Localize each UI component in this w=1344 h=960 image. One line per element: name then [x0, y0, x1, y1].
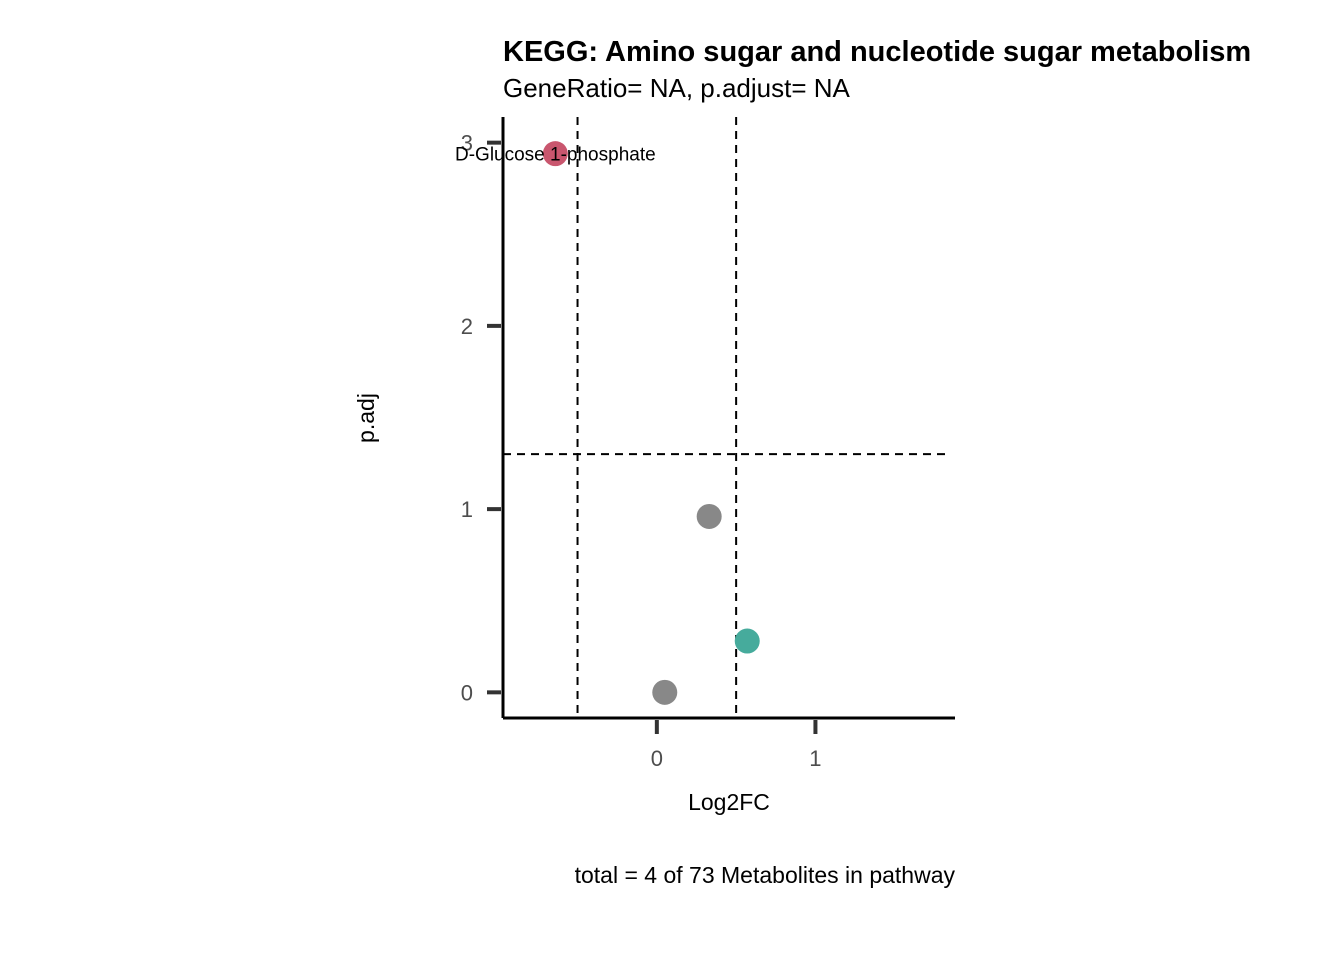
- y-tick-label: 3: [461, 131, 473, 156]
- y-axis-title: p.adj: [353, 393, 379, 443]
- y-tick-label: 2: [461, 314, 473, 339]
- data-point-neutral: [652, 679, 678, 705]
- x-axis-title: Log2FC: [688, 789, 770, 815]
- chart-caption: total = 4 of 73 Metabolites in pathway: [575, 862, 956, 888]
- data-point-down: [542, 141, 568, 167]
- data-point-up: [734, 628, 760, 654]
- chart-title: KEGG: Amino sugar and nucleotide sugar m…: [503, 36, 1251, 68]
- point-labels: D-Glucose 1-phosphate: [455, 145, 656, 166]
- chart-subtitle: GeneRatio= NA, p.adjust= NA: [503, 73, 851, 103]
- y-tick-label: 1: [461, 497, 473, 522]
- x-tick-label: 1: [809, 746, 821, 771]
- data-point-neutral: [696, 503, 722, 529]
- x-tick-label: 0: [651, 746, 663, 771]
- data-points: [542, 141, 760, 705]
- reference-lines: [503, 117, 948, 718]
- point-label: D-Glucose 1-phosphate: [455, 145, 656, 166]
- y-tick-label: 0: [461, 680, 473, 705]
- y-axis-ticks: 0 1 2 3: [461, 131, 501, 705]
